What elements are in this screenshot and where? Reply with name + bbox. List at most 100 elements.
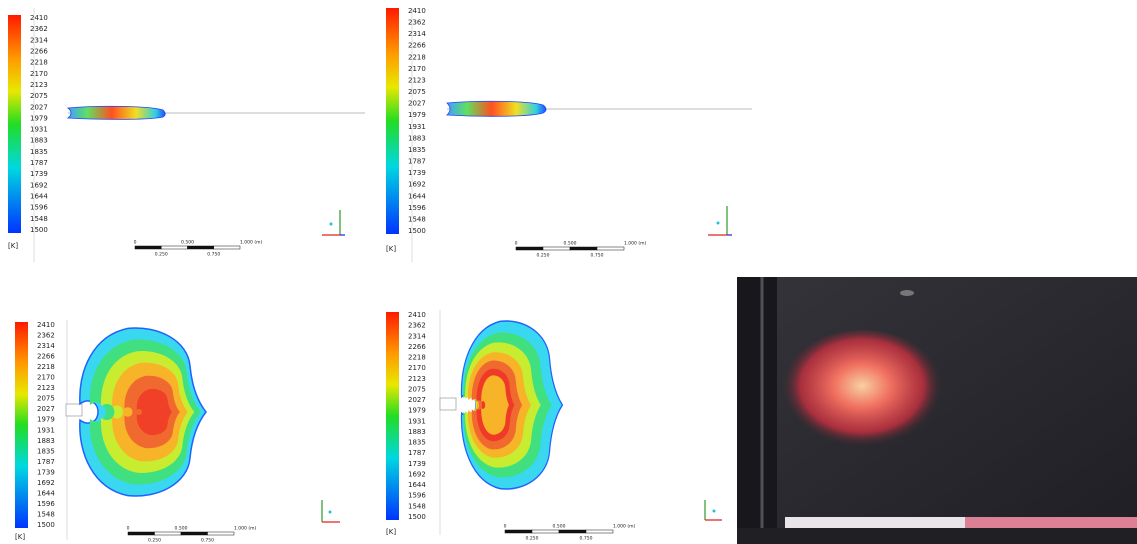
- colorbar-label: 1692: [37, 479, 55, 487]
- colorbar-label: 2266: [37, 353, 55, 361]
- colorbar-label: 1883: [408, 428, 426, 436]
- colorbar-label: 1739: [30, 170, 48, 178]
- colorbar-label: 2123: [37, 384, 55, 392]
- colorbar-label: 2027: [30, 103, 48, 111]
- colorbar-label: 2218: [30, 59, 48, 67]
- colorbar: [386, 8, 399, 234]
- colorbar-label: 1787: [408, 158, 426, 166]
- scale-bar-segment: [181, 532, 208, 535]
- scale-label: 0.250: [155, 252, 168, 258]
- scale-bar-segment: [155, 532, 182, 535]
- colorbar-label: 2314: [37, 342, 55, 350]
- colorbar-label: 1500: [408, 513, 426, 521]
- scale-label: 0.750: [201, 538, 214, 544]
- colorbar-label: 2075: [408, 385, 426, 393]
- colorbar-label: 2170: [37, 374, 55, 382]
- scale-label: 0.500: [175, 526, 188, 532]
- colorbar-label: 2170: [408, 65, 426, 73]
- colorbar-label: 2075: [37, 395, 55, 403]
- colorbar-label: 1548: [30, 215, 48, 223]
- colorbar-label: 1500: [30, 226, 48, 234]
- colorbar: [15, 322, 28, 528]
- scale-label: 0.750: [580, 536, 593, 542]
- scale-bar-segment: [208, 532, 235, 535]
- scale-label: 0: [127, 526, 130, 532]
- colorbar-label: 1596: [408, 204, 426, 212]
- colorbar-unit: [K]: [15, 533, 25, 541]
- swirl-flame: [66, 310, 562, 540]
- colorbar-label: 1692: [408, 181, 426, 189]
- colorbar-label: 2362: [408, 322, 426, 330]
- colorbar-label: 1883: [30, 137, 48, 145]
- scale-bar-segment: [516, 247, 543, 250]
- colorbar-label: 1548: [408, 215, 426, 223]
- colorbar-label: 2123: [408, 375, 426, 383]
- colorbar-label: 2410: [37, 321, 55, 329]
- scale-label: 0.500: [564, 241, 577, 247]
- colorbar-label: 1931: [30, 126, 48, 134]
- scale-bar-segment: [128, 532, 155, 535]
- scale-bar-segment: [543, 247, 570, 250]
- colorbar-label: 1644: [30, 193, 48, 201]
- colorbar-label: 1931: [408, 417, 426, 425]
- colorbar-label: 1739: [408, 169, 426, 177]
- scale-bar-segment: [214, 246, 240, 249]
- scale-label: 1.000 (m): [613, 524, 635, 530]
- colorbar: [8, 15, 21, 233]
- scale-label: 0.250: [537, 253, 550, 259]
- colorbar-label: 1548: [37, 510, 55, 518]
- colorbar-label: 1835: [408, 439, 426, 447]
- colorbar-label: 1931: [37, 426, 55, 434]
- colorbar-label: 1739: [408, 460, 426, 468]
- scale-bar-segment: [532, 530, 559, 533]
- scale-label: 1.000 (m): [234, 526, 256, 532]
- scale-bar-segment: [597, 247, 624, 250]
- flame-photo: [737, 277, 1137, 544]
- colorbar-label: 1692: [30, 181, 48, 189]
- colorbar-label: 1979: [30, 114, 48, 122]
- colorbar-label: 1692: [408, 470, 426, 478]
- colorbar-label: 2314: [408, 332, 426, 340]
- colorbar-label: 1739: [37, 468, 55, 476]
- colorbar-label: 2362: [30, 25, 48, 33]
- colorbar-label: 1883: [408, 134, 426, 142]
- colorbar-label: 1979: [408, 407, 426, 415]
- colorbar-label: 1644: [408, 192, 426, 200]
- colorbar-label: 1835: [37, 447, 55, 455]
- scale-bar-segment: [188, 246, 214, 249]
- scale-label: 1.000 (m): [240, 240, 262, 246]
- colorbar-label: 1979: [408, 111, 426, 119]
- scale-bar-segment: [559, 530, 586, 533]
- colorbar-label: 2314: [30, 36, 48, 44]
- colorbar-label: 1596: [408, 492, 426, 500]
- scale-label: 0.500: [553, 524, 566, 530]
- colorbar-label: 1931: [408, 123, 426, 131]
- colorbar-label: 1883: [37, 437, 55, 445]
- colorbar-label: 1835: [408, 146, 426, 154]
- colorbar-label: 1644: [408, 481, 426, 489]
- colorbar-label: 1500: [408, 227, 426, 235]
- colorbar-label: 2027: [408, 100, 426, 108]
- colorbar-label: 2266: [408, 42, 426, 50]
- colorbar-label: 2027: [408, 396, 426, 404]
- figure: 2410 2362 2314 2266 2218 2170 2123 2075 2027 1979…: [0, 0, 1137, 544]
- colorbar-label: 1787: [30, 159, 48, 167]
- colorbar-unit: [K]: [386, 528, 396, 536]
- colorbar-label: 1835: [30, 148, 48, 156]
- scale-label: 0.500: [181, 240, 194, 246]
- colorbar-label: 2123: [30, 81, 48, 89]
- colorbar-label: 2314: [408, 30, 426, 38]
- colorbar-label: 1787: [408, 449, 426, 457]
- colorbar: [386, 312, 399, 520]
- scale-label: 0: [504, 524, 507, 530]
- colorbar-label: 2075: [30, 92, 48, 100]
- colorbar-label: 1500: [37, 521, 55, 529]
- scale-label: 0.750: [207, 252, 220, 258]
- colorbar-label: 1596: [30, 204, 48, 212]
- scale-label: 0.250: [526, 536, 539, 542]
- colorbar-label: 2410: [30, 14, 48, 22]
- page: 2410 2362 2314 2266 2218 2170 2123 2075 2027 1979…: [0, 0, 1137, 544]
- colorbar-label: 2362: [408, 19, 426, 27]
- scale-label: 0: [134, 240, 137, 246]
- colorbar-label: 2362: [37, 332, 55, 340]
